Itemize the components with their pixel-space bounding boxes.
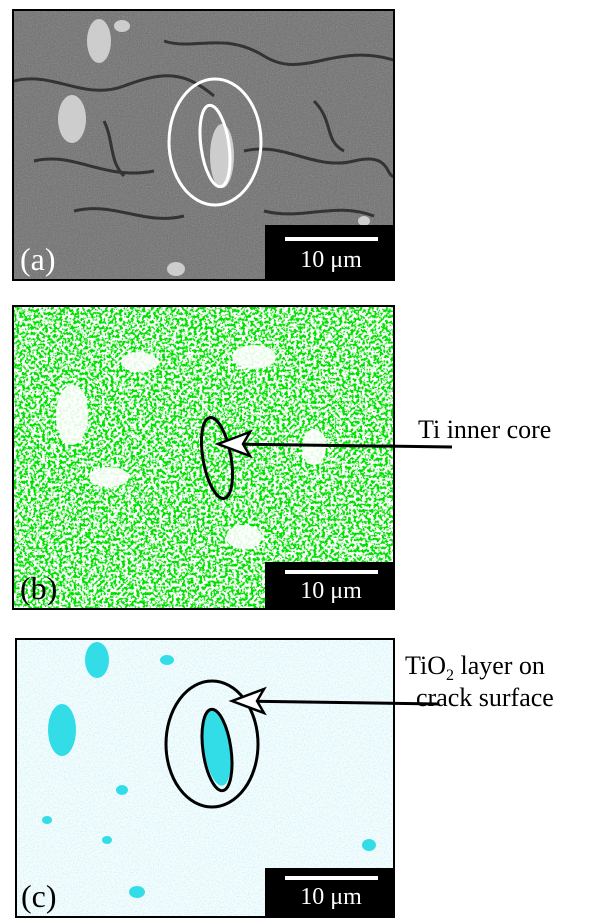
ti-inner-core-label: Ti inner core (418, 415, 552, 444)
panel-label-c: (c) (21, 878, 57, 914)
scale-bar-label: 10 μm (300, 247, 362, 273)
tio2-suffix: layer on (453, 651, 545, 680)
o-map-panel: (c) 10 μm (15, 638, 395, 918)
scale-bar-box: 10 μm (265, 225, 393, 279)
scale-bar (285, 570, 378, 574)
scale-bar (285, 237, 378, 241)
panel-label-a: (a) (20, 241, 56, 277)
tio2-layer-label: TiO2 layer on (405, 651, 545, 685)
scale-bar (285, 876, 378, 880)
scale-bar-box: 10 μm (265, 562, 393, 608)
ti-map-panel: (b) 10 μm (12, 305, 395, 610)
ti-element-map (14, 307, 393, 608)
crack-surface-label: crack surface (416, 683, 554, 712)
panel-label-b: (b) (20, 570, 58, 606)
scale-bar-box: 10 μm (265, 868, 393, 916)
scale-bar-label: 10 μm (300, 578, 362, 604)
sem-image-panel: (a) 10 μm (12, 9, 395, 281)
tio2-prefix: TiO (405, 651, 446, 680)
scale-bar-label: 10 μm (300, 884, 362, 910)
tio2-subscript: 2 (445, 667, 454, 685)
